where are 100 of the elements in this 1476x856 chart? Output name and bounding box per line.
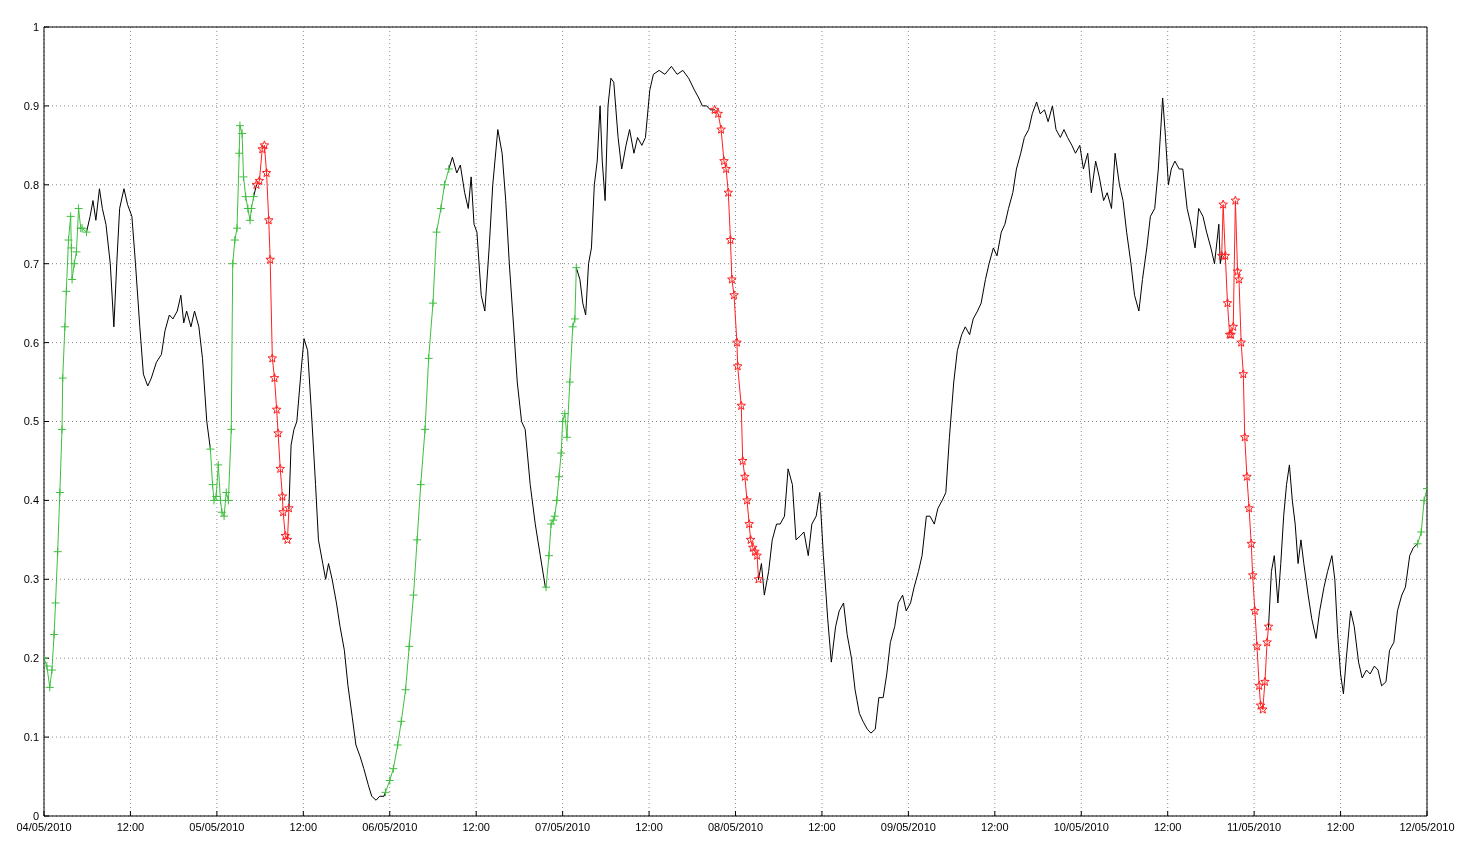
point (401, 685, 411, 695)
x-tick-label: 08/05/2010 (707, 820, 764, 833)
point (420, 424, 430, 434)
point (565, 377, 575, 387)
point (393, 740, 403, 750)
y-tick-label: 0.8 (23, 178, 39, 191)
point (55, 488, 65, 498)
point (1242, 471, 1252, 481)
point (412, 535, 422, 545)
point (562, 432, 572, 442)
point (752, 550, 762, 560)
point (723, 187, 734, 197)
point (713, 108, 723, 118)
point (284, 503, 294, 513)
point (213, 460, 223, 470)
x-tick-label: 11/05/2010 (1227, 820, 1282, 833)
point (570, 314, 580, 324)
point (727, 274, 737, 284)
point (753, 574, 764, 584)
point (732, 361, 743, 371)
point (1255, 700, 1266, 710)
point (245, 215, 255, 225)
point (208, 480, 218, 490)
point (432, 227, 442, 237)
point (261, 167, 272, 178)
point (1228, 321, 1239, 331)
point (211, 491, 221, 501)
point (66, 211, 76, 221)
point (74, 203, 84, 213)
point (221, 488, 231, 498)
point (61, 286, 71, 296)
point (424, 353, 434, 363)
point (45, 682, 55, 692)
point (51, 598, 61, 608)
point (1220, 250, 1231, 260)
point (265, 254, 275, 264)
point (275, 463, 286, 473)
point (1263, 621, 1274, 631)
point (737, 455, 748, 466)
point (49, 630, 59, 640)
point (550, 511, 560, 521)
x-tick-label: 12/05/2010 (1399, 820, 1455, 833)
point (205, 444, 215, 454)
point (254, 175, 265, 185)
point (1239, 432, 1250, 442)
point (1238, 369, 1249, 379)
point (725, 235, 736, 245)
x-tick-label: 12:00 (1153, 820, 1182, 833)
point (1222, 298, 1233, 308)
y-tick-label: 0.7 (23, 257, 39, 270)
point (259, 140, 270, 150)
point (748, 542, 758, 552)
line-series (86, 188, 211, 450)
point (237, 129, 247, 139)
point (1257, 704, 1268, 714)
x-tick-label: 07/05/2010 (535, 820, 591, 833)
point (269, 373, 280, 383)
point (428, 298, 438, 308)
point (546, 519, 556, 529)
x-tick-label: 12:00 (981, 820, 1009, 833)
point (396, 716, 406, 726)
point (404, 641, 414, 651)
point (732, 337, 742, 347)
point (263, 215, 274, 225)
point (217, 507, 227, 517)
point (1416, 527, 1426, 537)
x-tick-label: 12:00 (808, 820, 836, 833)
point (219, 511, 229, 521)
point (548, 515, 558, 525)
point (230, 235, 240, 245)
point (552, 495, 562, 505)
point (554, 472, 564, 482)
point (716, 124, 726, 134)
point (1262, 637, 1272, 647)
point (273, 428, 283, 438)
x-tick-label: 05/05/2010 (189, 820, 245, 833)
x-tick-label: 04/05/2010 (16, 820, 72, 833)
y-tick-label: 0.5 (23, 415, 39, 428)
point (63, 235, 73, 245)
point (560, 409, 570, 419)
point (1413, 539, 1423, 549)
y-tick-label: 0 (32, 809, 39, 822)
point (257, 144, 268, 154)
point (67, 274, 77, 284)
y-tick-label: 0.6 (23, 336, 39, 349)
point (47, 665, 57, 675)
point (239, 172, 249, 182)
point (53, 547, 63, 557)
point (541, 582, 551, 592)
point (277, 491, 288, 501)
point (1216, 250, 1227, 260)
x-tick-label: 12:00 (116, 820, 145, 833)
point (558, 417, 568, 426)
y-tick-label: 0.9 (23, 99, 39, 112)
point (232, 223, 242, 233)
y-tick-label: 0.3 (23, 573, 39, 586)
point (380, 787, 390, 797)
point (1244, 503, 1254, 513)
point (750, 546, 760, 556)
point (280, 530, 291, 541)
